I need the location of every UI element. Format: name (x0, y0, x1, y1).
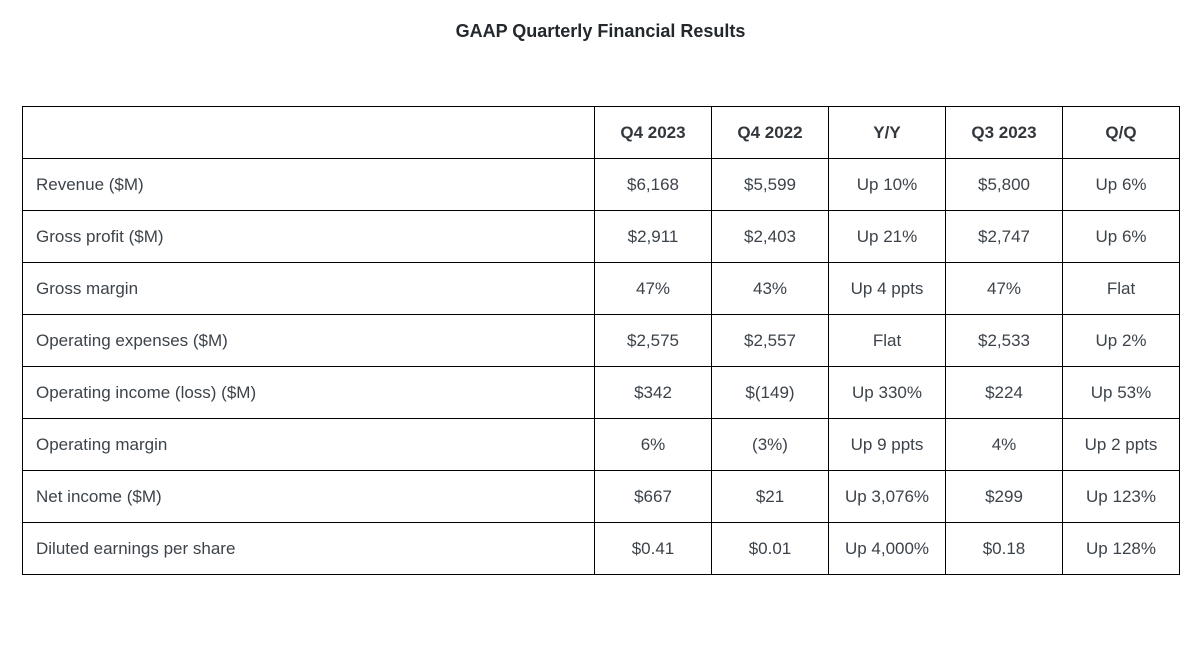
row-label: Operating margin (22, 418, 595, 471)
table-row: Net income ($M) $667 $21 Up 3,076% $299 Up 12… (22, 470, 1180, 523)
value-cell: Up 330% (828, 366, 946, 419)
row-label: Gross margin (22, 262, 595, 315)
row-label: Gross profit ($M) (22, 210, 595, 263)
row-label: Revenue ($M) (22, 158, 595, 211)
column-header: Y/Y (828, 106, 946, 159)
table-row: Operating income (loss) ($M) $342 $(149) Up… (22, 366, 1180, 419)
table-row: Gross profit ($M) $2,911 $2,403 Up 21% $2,74… (22, 210, 1180, 263)
table-row: Gross margin 47% 43% Up 4 ppts 47% Flat (22, 262, 1180, 315)
value-cell: Up 6% (1062, 210, 1180, 263)
value-cell: Up 6% (1062, 158, 1180, 211)
value-cell: $5,800 (945, 158, 1063, 211)
value-cell: Up 4 ppts (828, 262, 946, 315)
value-cell: $0.01 (711, 522, 829, 575)
value-cell: Up 2 ppts (1062, 418, 1180, 471)
value-cell: Up 128% (1062, 522, 1180, 575)
value-cell: Up 3,076% (828, 470, 946, 523)
value-cell: 43% (711, 262, 829, 315)
value-cell: 47% (945, 262, 1063, 315)
value-cell: $0.18 (945, 522, 1063, 575)
table-row: Operating margin 6% (3%) Up 9 ppts 4% Up 2 pp… (22, 418, 1180, 471)
column-header: Q4 2022 (711, 106, 829, 159)
value-cell: 6% (594, 418, 712, 471)
row-label: Diluted earnings per share (22, 522, 595, 575)
value-cell: $2,403 (711, 210, 829, 263)
table-row: Diluted earnings per share $0.41 $0.01 Up 4… (22, 522, 1180, 575)
table-row: Operating expenses ($M) $2,575 $2,557 Flat $… (22, 314, 1180, 367)
value-cell: $0.41 (594, 522, 712, 575)
value-cell: Flat (1062, 262, 1180, 315)
value-cell: Up 21% (828, 210, 946, 263)
value-cell: 47% (594, 262, 712, 315)
value-cell: $2,533 (945, 314, 1063, 367)
value-cell: $2,557 (711, 314, 829, 367)
value-cell: $5,599 (711, 158, 829, 211)
column-header: Q3 2023 (945, 106, 1063, 159)
row-label: Operating expenses ($M) (22, 314, 595, 367)
value-cell: $6,168 (594, 158, 712, 211)
value-cell: Up 4,000% (828, 522, 946, 575)
header-row: Q4 2023 Q4 2022 Y/Y Q3 2023 Q/Q (22, 106, 1180, 159)
value-cell: 4% (945, 418, 1063, 471)
value-cell: Up 9 ppts (828, 418, 946, 471)
table-row: Revenue ($M) $6,168 $5,599 Up 10% $5,800 Up 6… (22, 158, 1180, 211)
value-cell: $2,911 (594, 210, 712, 263)
value-cell: $21 (711, 470, 829, 523)
row-label: Operating income (loss) ($M) (22, 366, 595, 419)
value-cell: Up 53% (1062, 366, 1180, 419)
value-cell: $2,747 (945, 210, 1063, 263)
value-cell: Up 123% (1062, 470, 1180, 523)
value-cell: $667 (594, 470, 712, 523)
value-cell: $(149) (711, 366, 829, 419)
column-header: Q/Q (1062, 106, 1180, 159)
value-cell: Up 10% (828, 158, 946, 211)
corner-header-cell (22, 106, 595, 159)
value-cell: $224 (945, 366, 1063, 419)
column-header: Q4 2023 (594, 106, 712, 159)
value-cell: (3%) (711, 418, 829, 471)
row-label: Net income ($M) (22, 470, 595, 523)
value-cell: Up 2% (1062, 314, 1180, 367)
value-cell: $299 (945, 470, 1063, 523)
table-title: GAAP Quarterly Financial Results (455, 21, 746, 41)
value-cell: Flat (828, 314, 946, 367)
value-cell: $2,575 (594, 314, 712, 367)
value-cell: $342 (594, 366, 712, 419)
financial-results-table: Q4 2023 Q4 2022 Y/Y Q3 2023 Q/Q Revenue ($M)… (22, 106, 1180, 575)
